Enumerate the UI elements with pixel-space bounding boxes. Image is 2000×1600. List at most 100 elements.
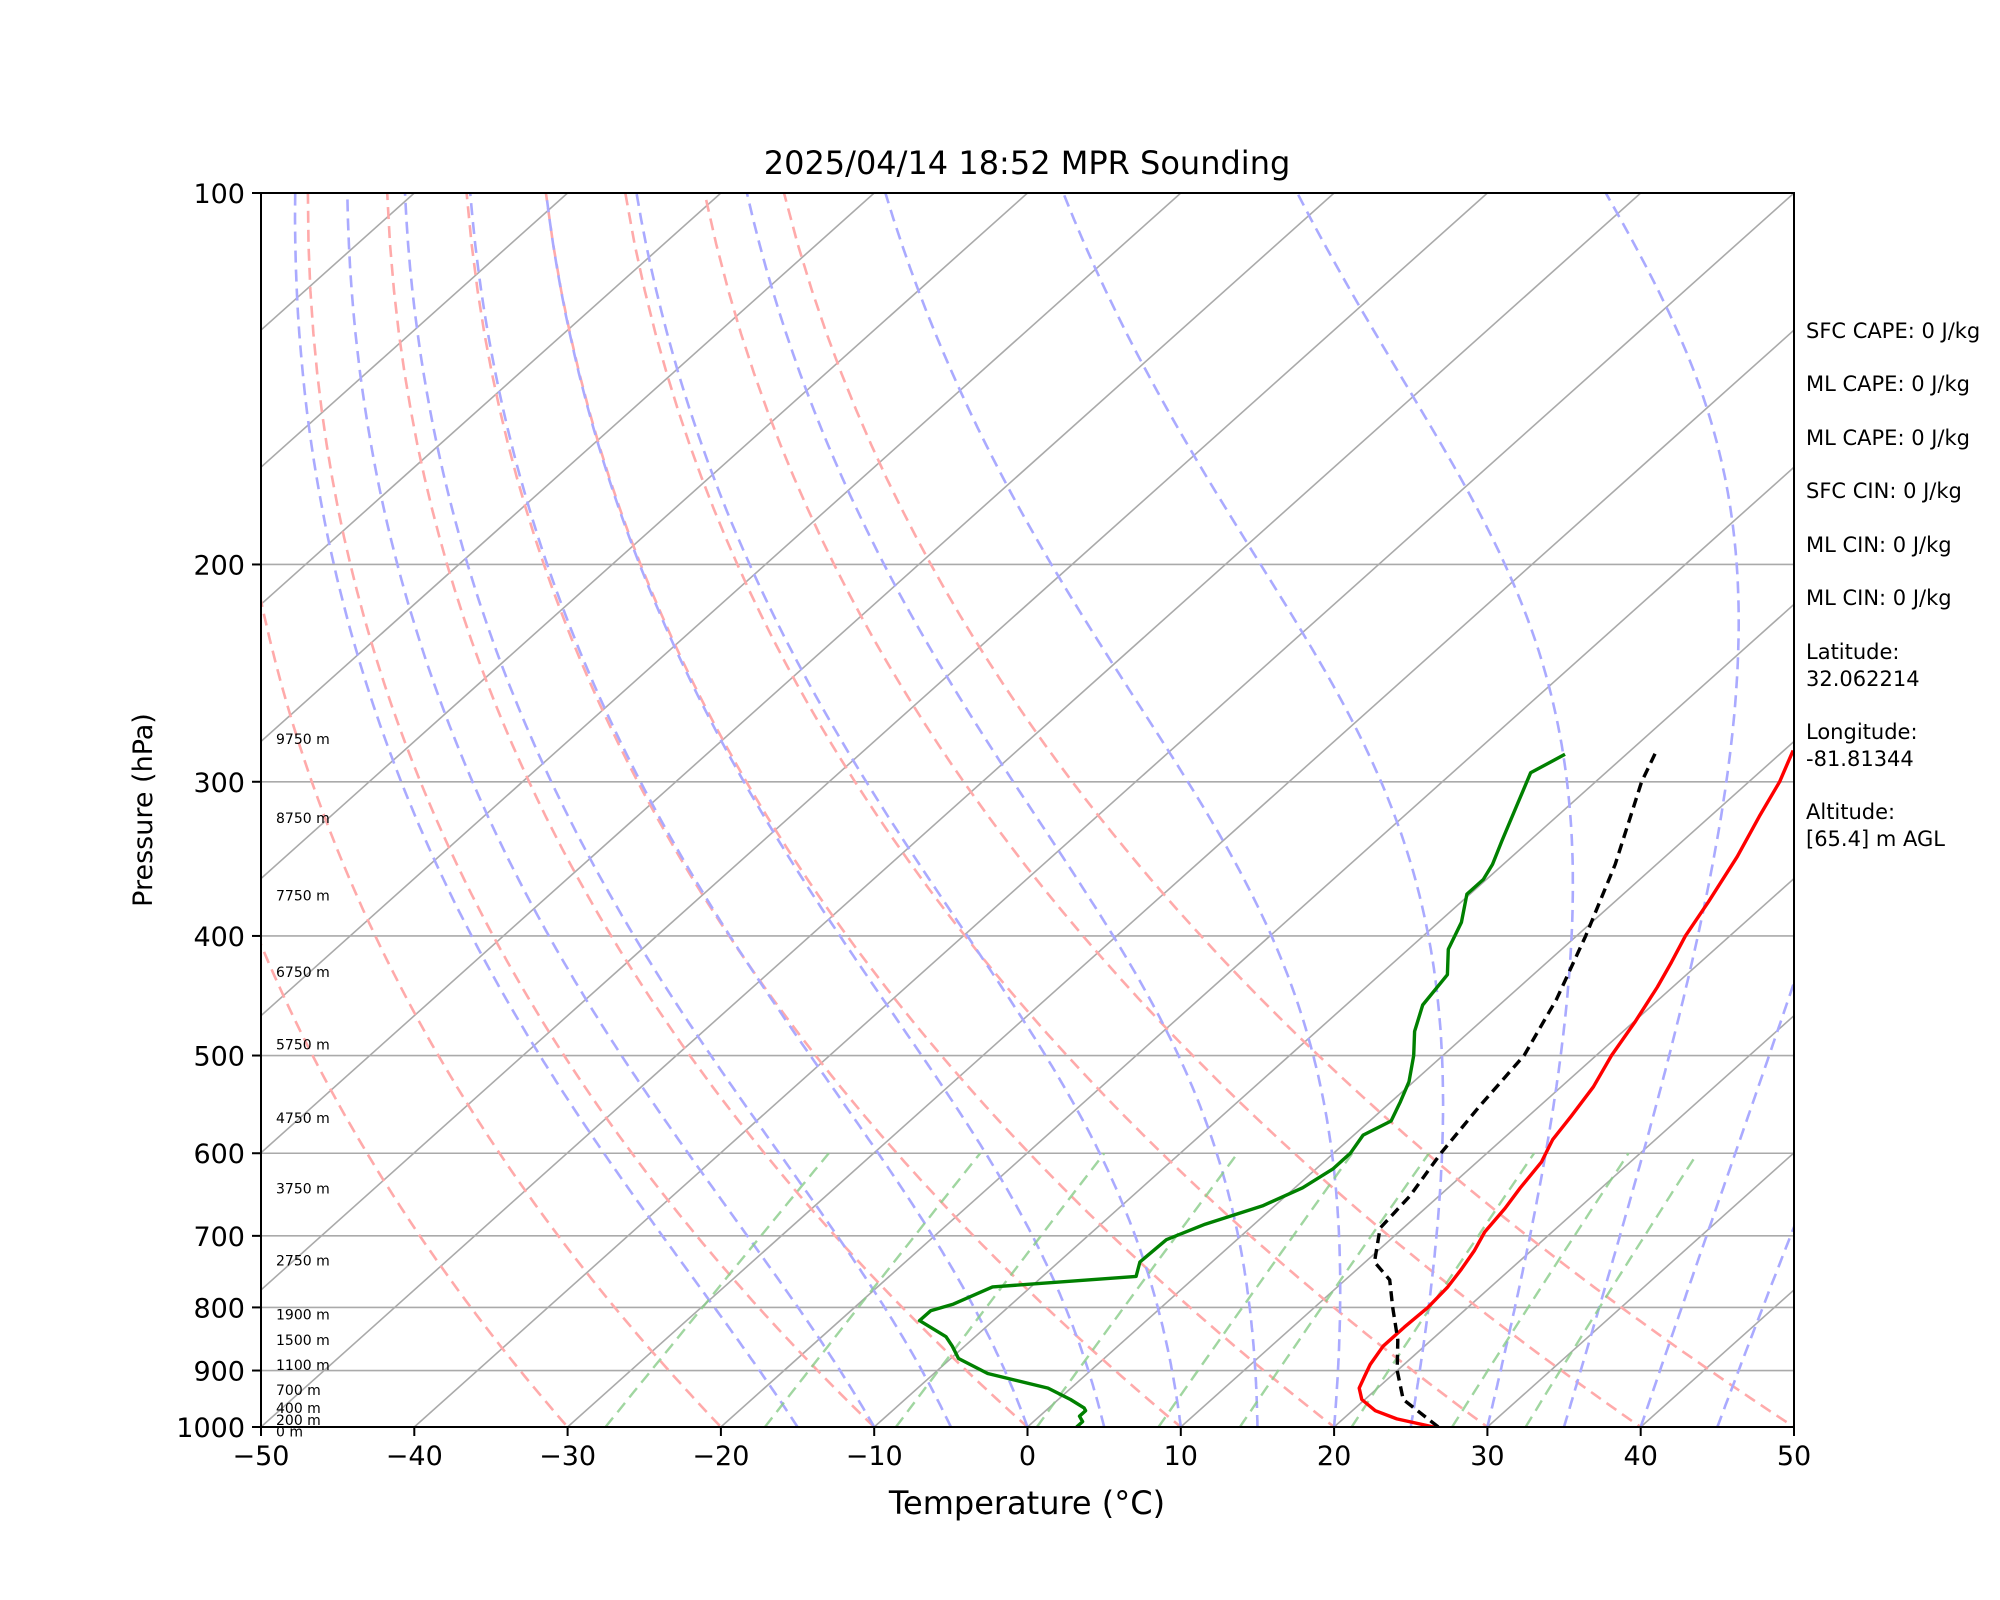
x-tick-label: 0 [1019, 1441, 1036, 1472]
mixing-ratio-line [604, 1152, 830, 1427]
moist-adiabat [293, 193, 799, 1427]
moist-adiabat [403, 193, 953, 1427]
y-tick-label: 800 [193, 1293, 245, 1324]
dewpoint-profile [917, 752, 1566, 1427]
y-tick-label: 700 [193, 1222, 245, 1253]
annotation-line: 32.062214 [1806, 667, 1920, 691]
dry-adiabat [624, 193, 1490, 1427]
annotation-line: ML CAPE: 0 J/kg [1806, 372, 1970, 396]
isotherm-line [567, 329, 1794, 1427]
height-label: 8750 m [276, 811, 330, 827]
x-tick-label: 30 [1470, 1441, 1504, 1472]
height-label: 6750 m [276, 965, 330, 981]
mixing-ratio-line [1238, 1152, 1430, 1427]
annotation-line: ML CIN: 0 J/kg [1806, 533, 1952, 557]
x-tick-label: 40 [1624, 1441, 1658, 1472]
mixing-ratio-line [763, 1152, 982, 1427]
moist-adiabat [635, 193, 1183, 1427]
dry-adiabat [385, 193, 1030, 1427]
moist-adiabat [544, 193, 1106, 1427]
mixing-ratio-line [1157, 1152, 1354, 1427]
height-label: 700 m [276, 1383, 321, 1399]
dry-adiabat [465, 193, 1183, 1427]
isotherm-line [873, 603, 1794, 1427]
annotation-line: Latitude: [1806, 640, 1900, 664]
moist-adiabat [884, 193, 1342, 1427]
moist-adiabat [1562, 193, 1740, 1427]
moist-adiabat [1062, 193, 1445, 1427]
isotherm-line [413, 193, 1794, 1427]
dry-adiabat [261, 941, 570, 1427]
y-tick-label: 1000 [176, 1413, 245, 1444]
height-label: 9750 m [276, 732, 330, 748]
dry-adiabat [544, 193, 1337, 1427]
moist-adiabat [745, 193, 1259, 1427]
isotherm-line [261, 193, 569, 469]
annotation-line: SFC CAPE: 0 J/kg [1806, 319, 1980, 343]
y-tick-label: 300 [193, 768, 245, 799]
parcel-profile [1372, 749, 1659, 1427]
annotation-line: Altitude: [1806, 800, 1895, 824]
moist-adiabat [346, 193, 876, 1427]
isotherm-line [1180, 877, 1794, 1427]
x-tick-label: −20 [692, 1441, 749, 1472]
annotation-panel: SFC CAPE: 0 J/kg ML CAPE: 0 J/kg ML CAPE: … [1806, 319, 1980, 851]
annotation-line: ML CIN: 0 J/kg [1806, 586, 1952, 610]
x-tick-label: 50 [1777, 1441, 1811, 1472]
dry-adiabat [703, 193, 1643, 1427]
height-label: 3750 m [276, 1182, 330, 1198]
y-tick-label: 500 [193, 1042, 245, 1073]
isotherm-line [261, 193, 1029, 880]
height-label: 1500 m [276, 1333, 330, 1349]
isotherm-line [1486, 1151, 1794, 1427]
y-tick-label: 600 [193, 1139, 245, 1170]
isotherm-line [261, 193, 1182, 1017]
annotation-line: Longitude: [1806, 720, 1918, 744]
height-label: 200 m [276, 1413, 321, 1429]
isotherm-line [261, 193, 1488, 1291]
axis-ticks: −50 −40 −30 −20 −10 0 10 20 30 40 50 100 200 300 400 50… [176, 179, 1811, 1472]
height-label: 2750 m [276, 1254, 330, 1270]
height-label: 5750 m [276, 1038, 330, 1054]
isotherm-line [261, 193, 1642, 1427]
height-label: 0 m [276, 1424, 303, 1440]
height-label: 1900 m [276, 1308, 330, 1324]
moist-adiabat [1296, 193, 1575, 1427]
x-tick-label: −40 [386, 1441, 443, 1472]
x-tick-label: 20 [1317, 1441, 1351, 1472]
mixing-ratio-line [1451, 1152, 1630, 1427]
chart-title: 2025/04/14 18:52 MPR Sounding [764, 144, 1291, 182]
annotation-line: SFC CIN: 0 J/kg [1806, 479, 1962, 503]
annotation-line: -81.81344 [1806, 747, 1914, 771]
height-label: 400 m [276, 1401, 321, 1417]
isotherm-line [720, 466, 1794, 1427]
isotherm-line [261, 193, 875, 743]
y-tick-label: 200 [193, 550, 245, 581]
dry-adiabat [782, 193, 1794, 1427]
mixing-ratio-line [894, 1152, 1106, 1427]
height-label: 1100 m [276, 1358, 330, 1374]
dry-adiabat [306, 193, 877, 1427]
y-tick-label: 400 [193, 922, 245, 953]
y-tick-label: 900 [193, 1357, 245, 1388]
height-label: 4750 m [276, 1111, 330, 1127]
x-tick-label: −10 [846, 1441, 903, 1472]
mixing-ratio-line [1350, 1152, 1536, 1427]
annotation-line: ML CAPE: 0 J/kg [1806, 426, 1970, 450]
x-axis-label: Temperature (°C) [888, 1484, 1165, 1522]
x-tick-label: 10 [1164, 1441, 1198, 1472]
mixing-ratio-line [1524, 1152, 1699, 1427]
x-tick-label: −30 [539, 1441, 596, 1472]
y-tick-label: 100 [193, 179, 245, 210]
temperature-profile [1357, 749, 1794, 1427]
isotherm-line [261, 193, 1335, 1154]
mixing-ratio-line [1035, 1152, 1239, 1427]
moist-adiabat [468, 193, 1029, 1427]
isotherm-line [261, 193, 722, 606]
annotation-line: [65.4] m AGL [1806, 827, 1945, 851]
isotherm-line [1333, 1014, 1794, 1427]
isotherm-line [0, 193, 108, 1427]
plot-clip-group [0, 193, 1794, 1427]
